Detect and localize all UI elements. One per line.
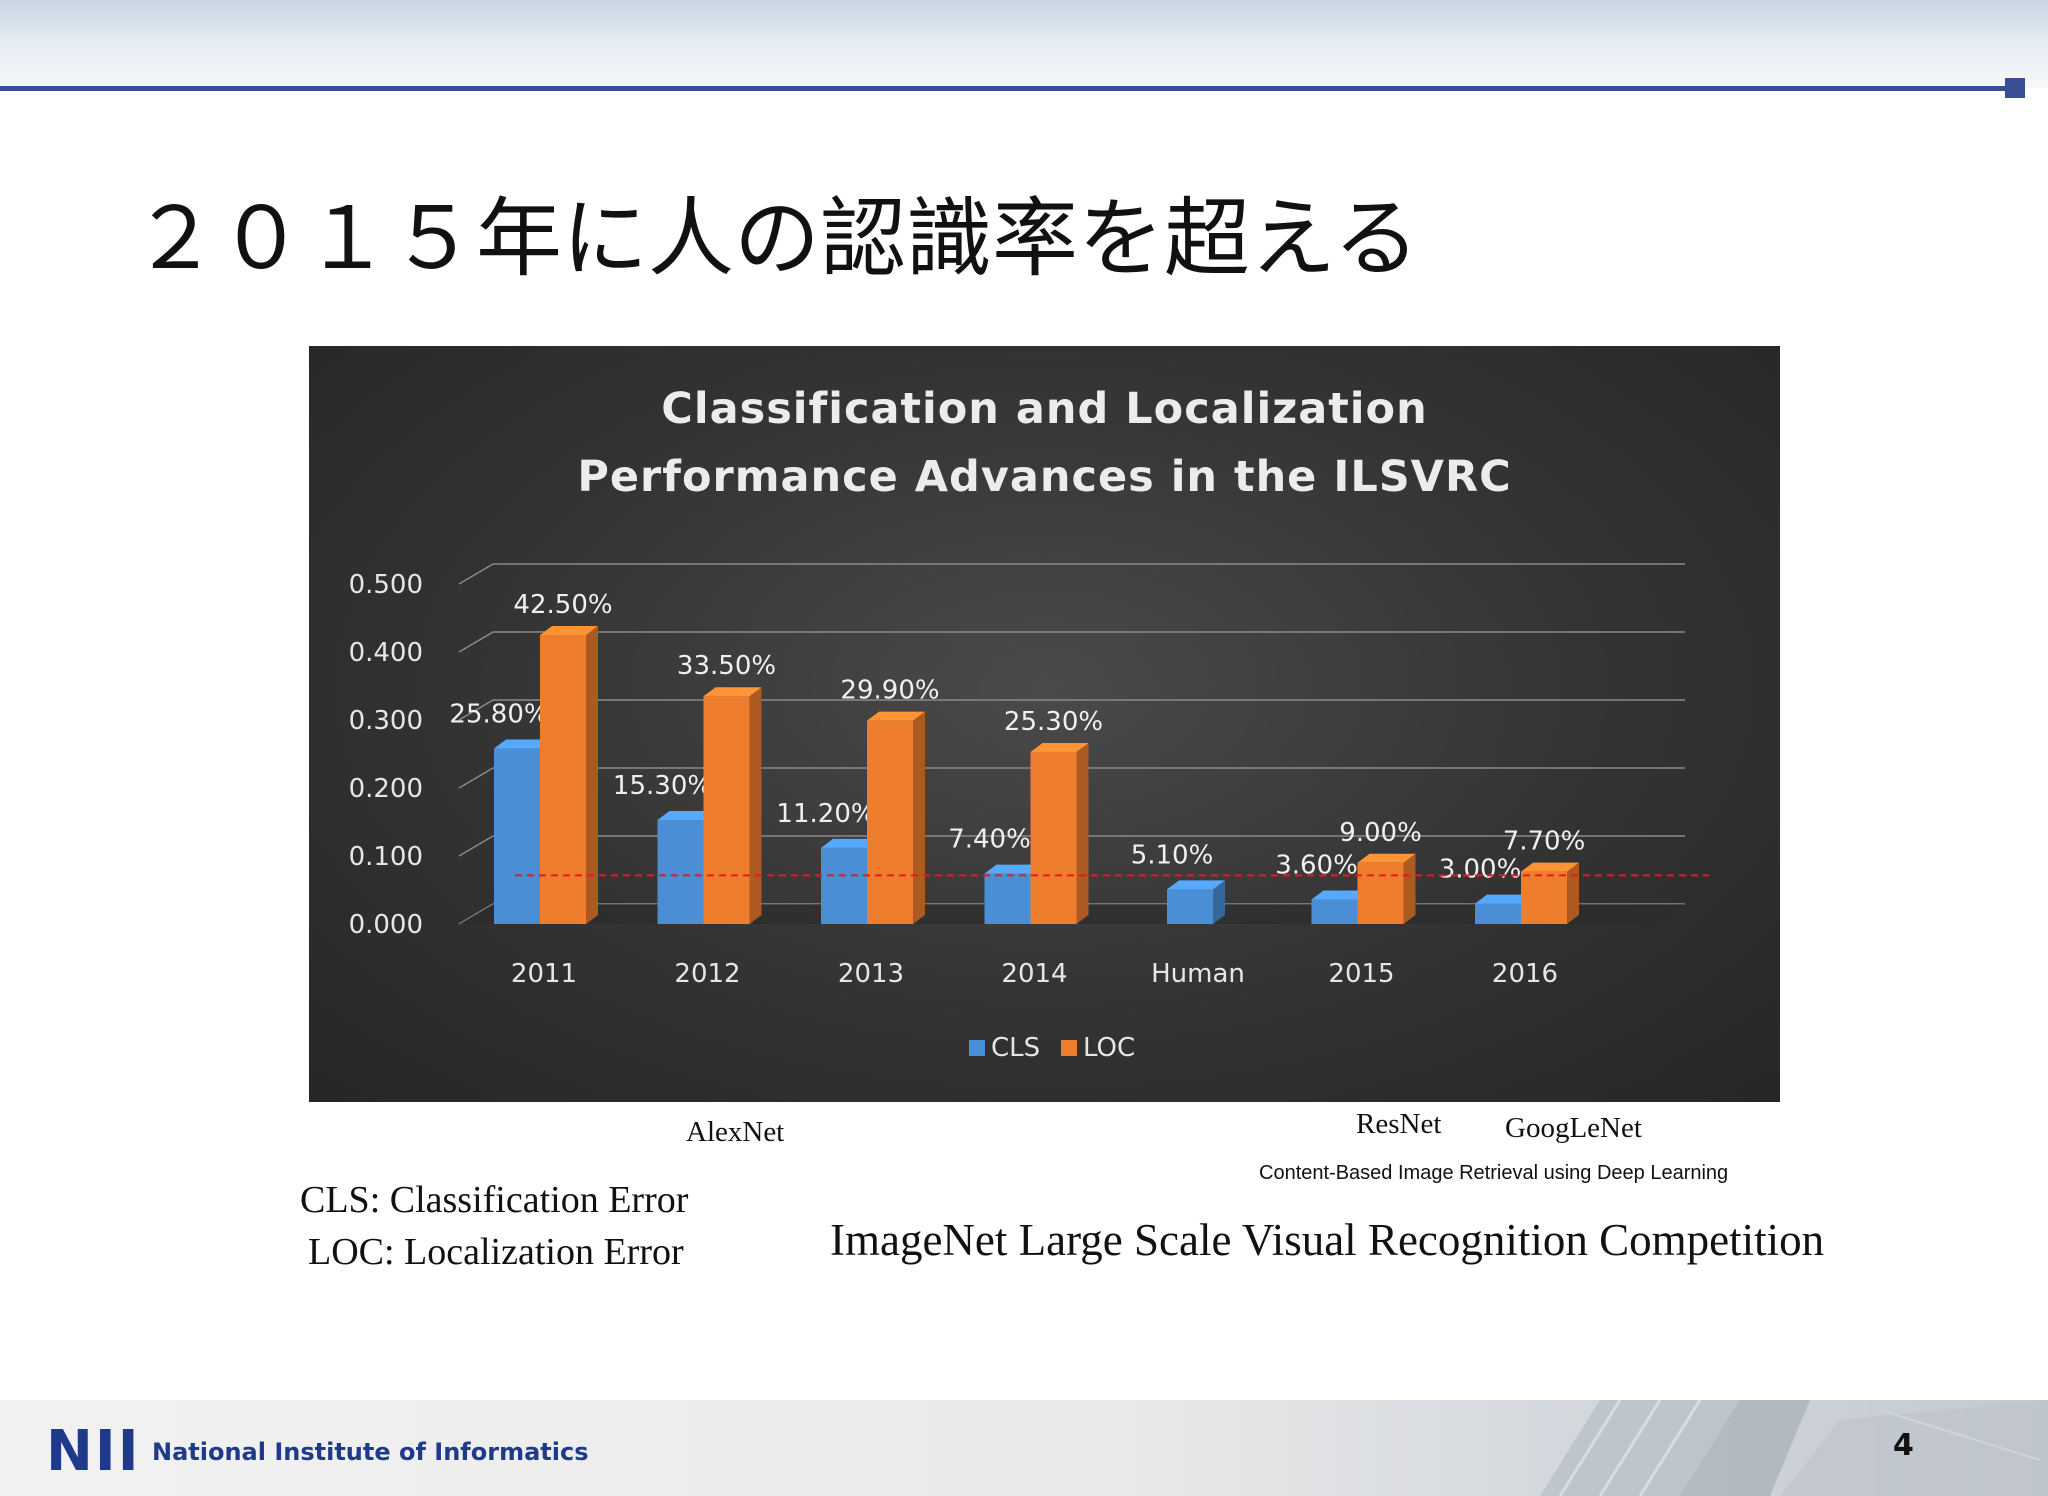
bar-side-loc-2012 [749, 687, 762, 924]
bar-loc-2014 [1030, 751, 1077, 924]
bar-top-cls-2016 [1475, 894, 1533, 904]
data-label-cls-human: 5.10% [1131, 840, 1214, 870]
bar-top-cls-2013 [821, 838, 879, 848]
bar-side-loc-2013 [913, 711, 925, 924]
header-rule [0, 86, 2010, 91]
page-number: 4 [1893, 1428, 1914, 1463]
bar-cls-2012 [657, 819, 704, 924]
label-resnet: ResNet [1356, 1108, 1442, 1140]
label-googlenet: GoogLeNet [1505, 1112, 1642, 1144]
bar-top-loc-2012 [703, 687, 762, 697]
source-citation: Content-Based Image Retrieval using Deep… [1259, 1162, 1729, 1184]
bar-top-cls-2012 [657, 810, 716, 820]
data-label-loc-2012: 33.50% [677, 651, 776, 681]
x-tick-label: 2011 [511, 959, 577, 989]
bar-top-loc-2013 [867, 711, 925, 721]
chart-panel: Classification and Localization Performa… [309, 346, 1780, 1102]
y-tick-label: 0.100 [349, 842, 423, 872]
gridline-diag [458, 631, 494, 653]
bar-loc-2016 [1521, 871, 1567, 924]
bar-cls-2011 [494, 748, 540, 924]
bar-cls-2016 [1475, 903, 1521, 924]
cls-definition: CLS: Classification Error [300, 1179, 689, 1221]
data-label-loc-2015: 9.00% [1339, 818, 1422, 848]
gridline-diag [458, 699, 494, 721]
data-label-loc-2016: 7.70% [1503, 827, 1586, 857]
bar-top-cls-2011 [494, 739, 552, 749]
data-label-loc-2014: 25.30% [1004, 707, 1103, 737]
bar-top-cls-human [1167, 880, 1225, 890]
data-label-cls-2016: 3.00% [1439, 855, 1522, 885]
chart-title-line2: Performance Advances in the ILSVRC [577, 452, 1512, 502]
legend-swatch-loc [1061, 1040, 1077, 1056]
data-label-cls-2011: 25.80% [449, 700, 548, 730]
bar-loc-2015 [1357, 862, 1404, 924]
bar-top-cls-2015 [1311, 890, 1370, 900]
bar-side-cls-human [1213, 880, 1225, 924]
header-rule-square [2005, 78, 2025, 98]
bar-top-loc-2011 [540, 626, 598, 635]
bar-top-loc-2014 [1030, 742, 1089, 752]
footer-building-image [1480, 1400, 2048, 1496]
slide-title: ２０１５年に人の認識率を超える [132, 189, 1420, 289]
y-tick-label: 0.400 [349, 638, 423, 668]
bar-top-cls-2014 [984, 864, 1043, 874]
y-tick-label: 0.200 [349, 774, 423, 804]
y-tick-label: 0.500 [349, 570, 423, 600]
bar-chart: 0.000 0.100 0.200 0.300 0.400 0.500 25.80% 42.5… [349, 563, 1709, 1063]
bar-side-loc-2011 [586, 626, 598, 924]
y-tick-label: 0.300 [349, 706, 423, 736]
data-label-loc-2011: 42.50% [513, 590, 612, 620]
x-tick-label: 2016 [1492, 959, 1558, 989]
institute-name: National Institute of Informatics [152, 1438, 589, 1466]
x-tick-label: 2013 [838, 959, 904, 989]
legend-swatch-cls [969, 1040, 985, 1056]
data-label-loc-2013: 29.90% [840, 676, 939, 706]
bar-cls-2013 [821, 847, 867, 924]
gridline-diag [458, 563, 494, 585]
data-label-cls-2014: 7.40% [948, 825, 1031, 855]
x-tick-label: Human [1151, 959, 1245, 989]
data-label-cls-2012: 15.30% [613, 771, 712, 801]
header-background [0, 0, 2048, 88]
legend-label-cls: CLS [991, 1033, 1040, 1063]
chart-title-line1: Classification and Localization [661, 384, 1428, 434]
nii-logo: NII [46, 1419, 141, 1484]
bar-cls-2014 [984, 873, 1031, 924]
x-tick-label: 2012 [674, 959, 740, 989]
legend-label-loc: LOC [1083, 1033, 1135, 1063]
bar-loc-2011 [540, 635, 586, 924]
gridline-diag [458, 835, 494, 857]
bar-cls-2015 [1311, 899, 1358, 924]
y-tick-label: 0.000 [349, 910, 423, 940]
x-tick-label: 2015 [1328, 959, 1394, 989]
loc-definition: LOC: Localization Error [308, 1231, 684, 1273]
gridline-diag [458, 767, 494, 789]
bar-top-loc-2015 [1357, 853, 1416, 863]
data-label-cls-2013: 11.20% [776, 799, 875, 829]
bar-cls-human [1167, 889, 1213, 924]
bar-loc-2012 [703, 696, 750, 924]
bar-top-loc-2016 [1521, 862, 1579, 872]
bar-side-loc-2016 [1567, 862, 1579, 924]
label-alexnet: AlexNet [686, 1116, 785, 1148]
bar-side-loc-2014 [1076, 742, 1089, 924]
competition-name: ImageNet Large Scale Visual Recognition … [830, 1215, 1825, 1265]
bar-side-loc-2015 [1403, 853, 1416, 924]
bar-loc-2013 [867, 720, 913, 924]
x-tick-label: 2014 [1001, 959, 1067, 989]
